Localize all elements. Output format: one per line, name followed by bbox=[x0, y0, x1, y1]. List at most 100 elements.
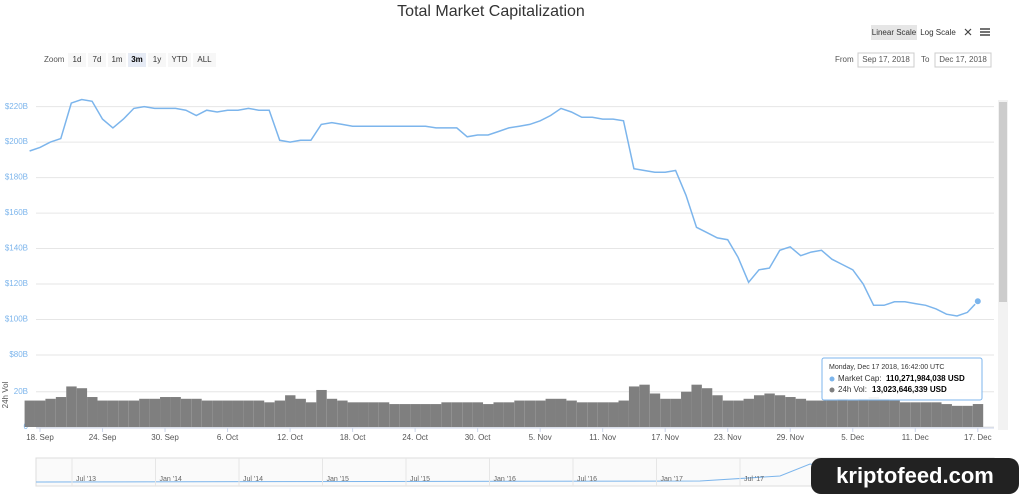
volume-bar bbox=[524, 400, 536, 427]
volume-bar bbox=[545, 398, 556, 427]
x-tick-label: 5. Dec bbox=[841, 433, 864, 442]
x-tick-label: 18. Sep bbox=[26, 433, 54, 442]
volume-bar bbox=[868, 397, 879, 427]
y2-tick-label: 20B bbox=[14, 387, 28, 396]
market-cap-line bbox=[29, 98, 979, 317]
volume-bar bbox=[420, 404, 431, 427]
volume-bar bbox=[358, 402, 369, 427]
volume-bar bbox=[972, 404, 984, 427]
volume-bar bbox=[118, 400, 129, 427]
navigator-label: Jan '14 bbox=[160, 476, 182, 483]
volume-bar bbox=[587, 402, 598, 427]
volume-bar bbox=[493, 402, 504, 427]
scale-button[interactable] bbox=[871, 25, 917, 40]
volume-bar bbox=[201, 400, 213, 427]
navigator-label: Jul '14 bbox=[243, 476, 263, 483]
volume-bar bbox=[660, 398, 671, 427]
volume-bar bbox=[316, 389, 327, 427]
volume-bar bbox=[910, 402, 921, 427]
volume-bar bbox=[107, 400, 119, 427]
volume-bar bbox=[566, 400, 577, 427]
y-tick-label: $120B bbox=[5, 279, 28, 288]
volume-bar bbox=[66, 386, 77, 427]
zoom-button-label: 1m bbox=[111, 55, 122, 64]
navigator-label: Jan '15 bbox=[327, 476, 349, 483]
volume-bar bbox=[149, 398, 161, 427]
zoom-button[interactable] bbox=[68, 53, 86, 67]
zoom-button[interactable] bbox=[128, 53, 146, 67]
tooltip-marker bbox=[829, 387, 835, 393]
volume-bar bbox=[399, 404, 411, 427]
zoom-button[interactable] bbox=[148, 53, 166, 67]
volume-bar bbox=[55, 397, 67, 427]
volume-bar bbox=[806, 400, 817, 427]
x-tick-label: 30. Oct bbox=[465, 433, 492, 442]
volume-bar bbox=[816, 400, 827, 427]
volume-bar bbox=[410, 404, 421, 427]
volume-bar bbox=[87, 397, 98, 427]
x-tick-label: 23. Nov bbox=[714, 433, 742, 442]
chart-title: Total Market Capitalization bbox=[397, 3, 585, 20]
y-tick-label: $160B bbox=[5, 208, 28, 217]
x-tick-label: 11. Dec bbox=[902, 433, 929, 442]
volume-bar bbox=[483, 404, 494, 427]
y-tick-label: $220B bbox=[5, 102, 28, 111]
scale-button[interactable] bbox=[919, 25, 957, 40]
volume-bar bbox=[535, 400, 546, 427]
zoom-button[interactable] bbox=[193, 53, 216, 67]
volume-bar bbox=[430, 404, 442, 427]
volume-bar bbox=[628, 386, 640, 427]
x-tick-label: 6. Oct bbox=[217, 433, 239, 442]
volume-bar bbox=[670, 398, 682, 427]
volume-bar bbox=[951, 405, 963, 427]
volume-bar bbox=[785, 397, 796, 427]
volume-bar bbox=[920, 402, 932, 427]
volume-bar bbox=[347, 402, 358, 427]
to-input[interactable] bbox=[934, 52, 992, 68]
y-tick-label: $180B bbox=[5, 173, 28, 182]
y2-axis-title: 24h Vol bbox=[1, 381, 10, 408]
volume-bar bbox=[35, 400, 46, 427]
zoom-button[interactable] bbox=[168, 53, 191, 67]
menu-icon[interactable] bbox=[980, 28, 990, 36]
zoom-button-label: YTD bbox=[172, 55, 188, 64]
x-tick-label: 5. Nov bbox=[529, 433, 552, 442]
volume-bar bbox=[305, 402, 317, 427]
volume-bar bbox=[253, 400, 265, 427]
volume-bar bbox=[45, 398, 56, 427]
volume-bar bbox=[441, 402, 452, 427]
volume-bar bbox=[212, 400, 223, 427]
zoom-button[interactable] bbox=[108, 53, 126, 67]
fullscreen-icon[interactable] bbox=[964, 28, 972, 36]
x-tick-label: 24. Sep bbox=[89, 433, 117, 442]
volume-bar bbox=[889, 400, 900, 427]
volume-bar bbox=[764, 393, 775, 427]
y-tick-label: $200B bbox=[5, 137, 28, 146]
volume-bar bbox=[160, 397, 171, 427]
volume-bar bbox=[795, 398, 807, 427]
volume-bar bbox=[128, 400, 140, 427]
navigator-label: Jul '16 bbox=[577, 476, 597, 483]
x-tick-label: 12. Oct bbox=[277, 433, 304, 442]
volume-bar bbox=[232, 400, 244, 427]
volume-bar bbox=[180, 398, 192, 427]
volume-bar bbox=[389, 404, 400, 427]
zoom-button-label: 7d bbox=[93, 55, 102, 64]
volume-bar bbox=[618, 400, 629, 427]
navigator-label: Jul '15 bbox=[410, 476, 430, 483]
zoom-button[interactable] bbox=[88, 53, 106, 67]
volume-bar bbox=[826, 400, 838, 427]
scrollbar-thumb[interactable] bbox=[999, 102, 1007, 302]
hover-point bbox=[973, 297, 982, 306]
volume-bar bbox=[451, 402, 463, 427]
volume-bar bbox=[691, 384, 702, 427]
volume-bar bbox=[639, 384, 650, 427]
x-tick-label: 11. Nov bbox=[589, 433, 616, 442]
tooltip-date: Monday, Dec 17 2018, 16:42:00 UTC bbox=[829, 364, 944, 371]
volume-bar bbox=[879, 398, 890, 427]
volume-bar bbox=[472, 402, 484, 427]
from-input[interactable] bbox=[857, 52, 915, 68]
volume-bar bbox=[597, 402, 609, 427]
to-value: Dec 17, 2018 bbox=[939, 55, 987, 64]
